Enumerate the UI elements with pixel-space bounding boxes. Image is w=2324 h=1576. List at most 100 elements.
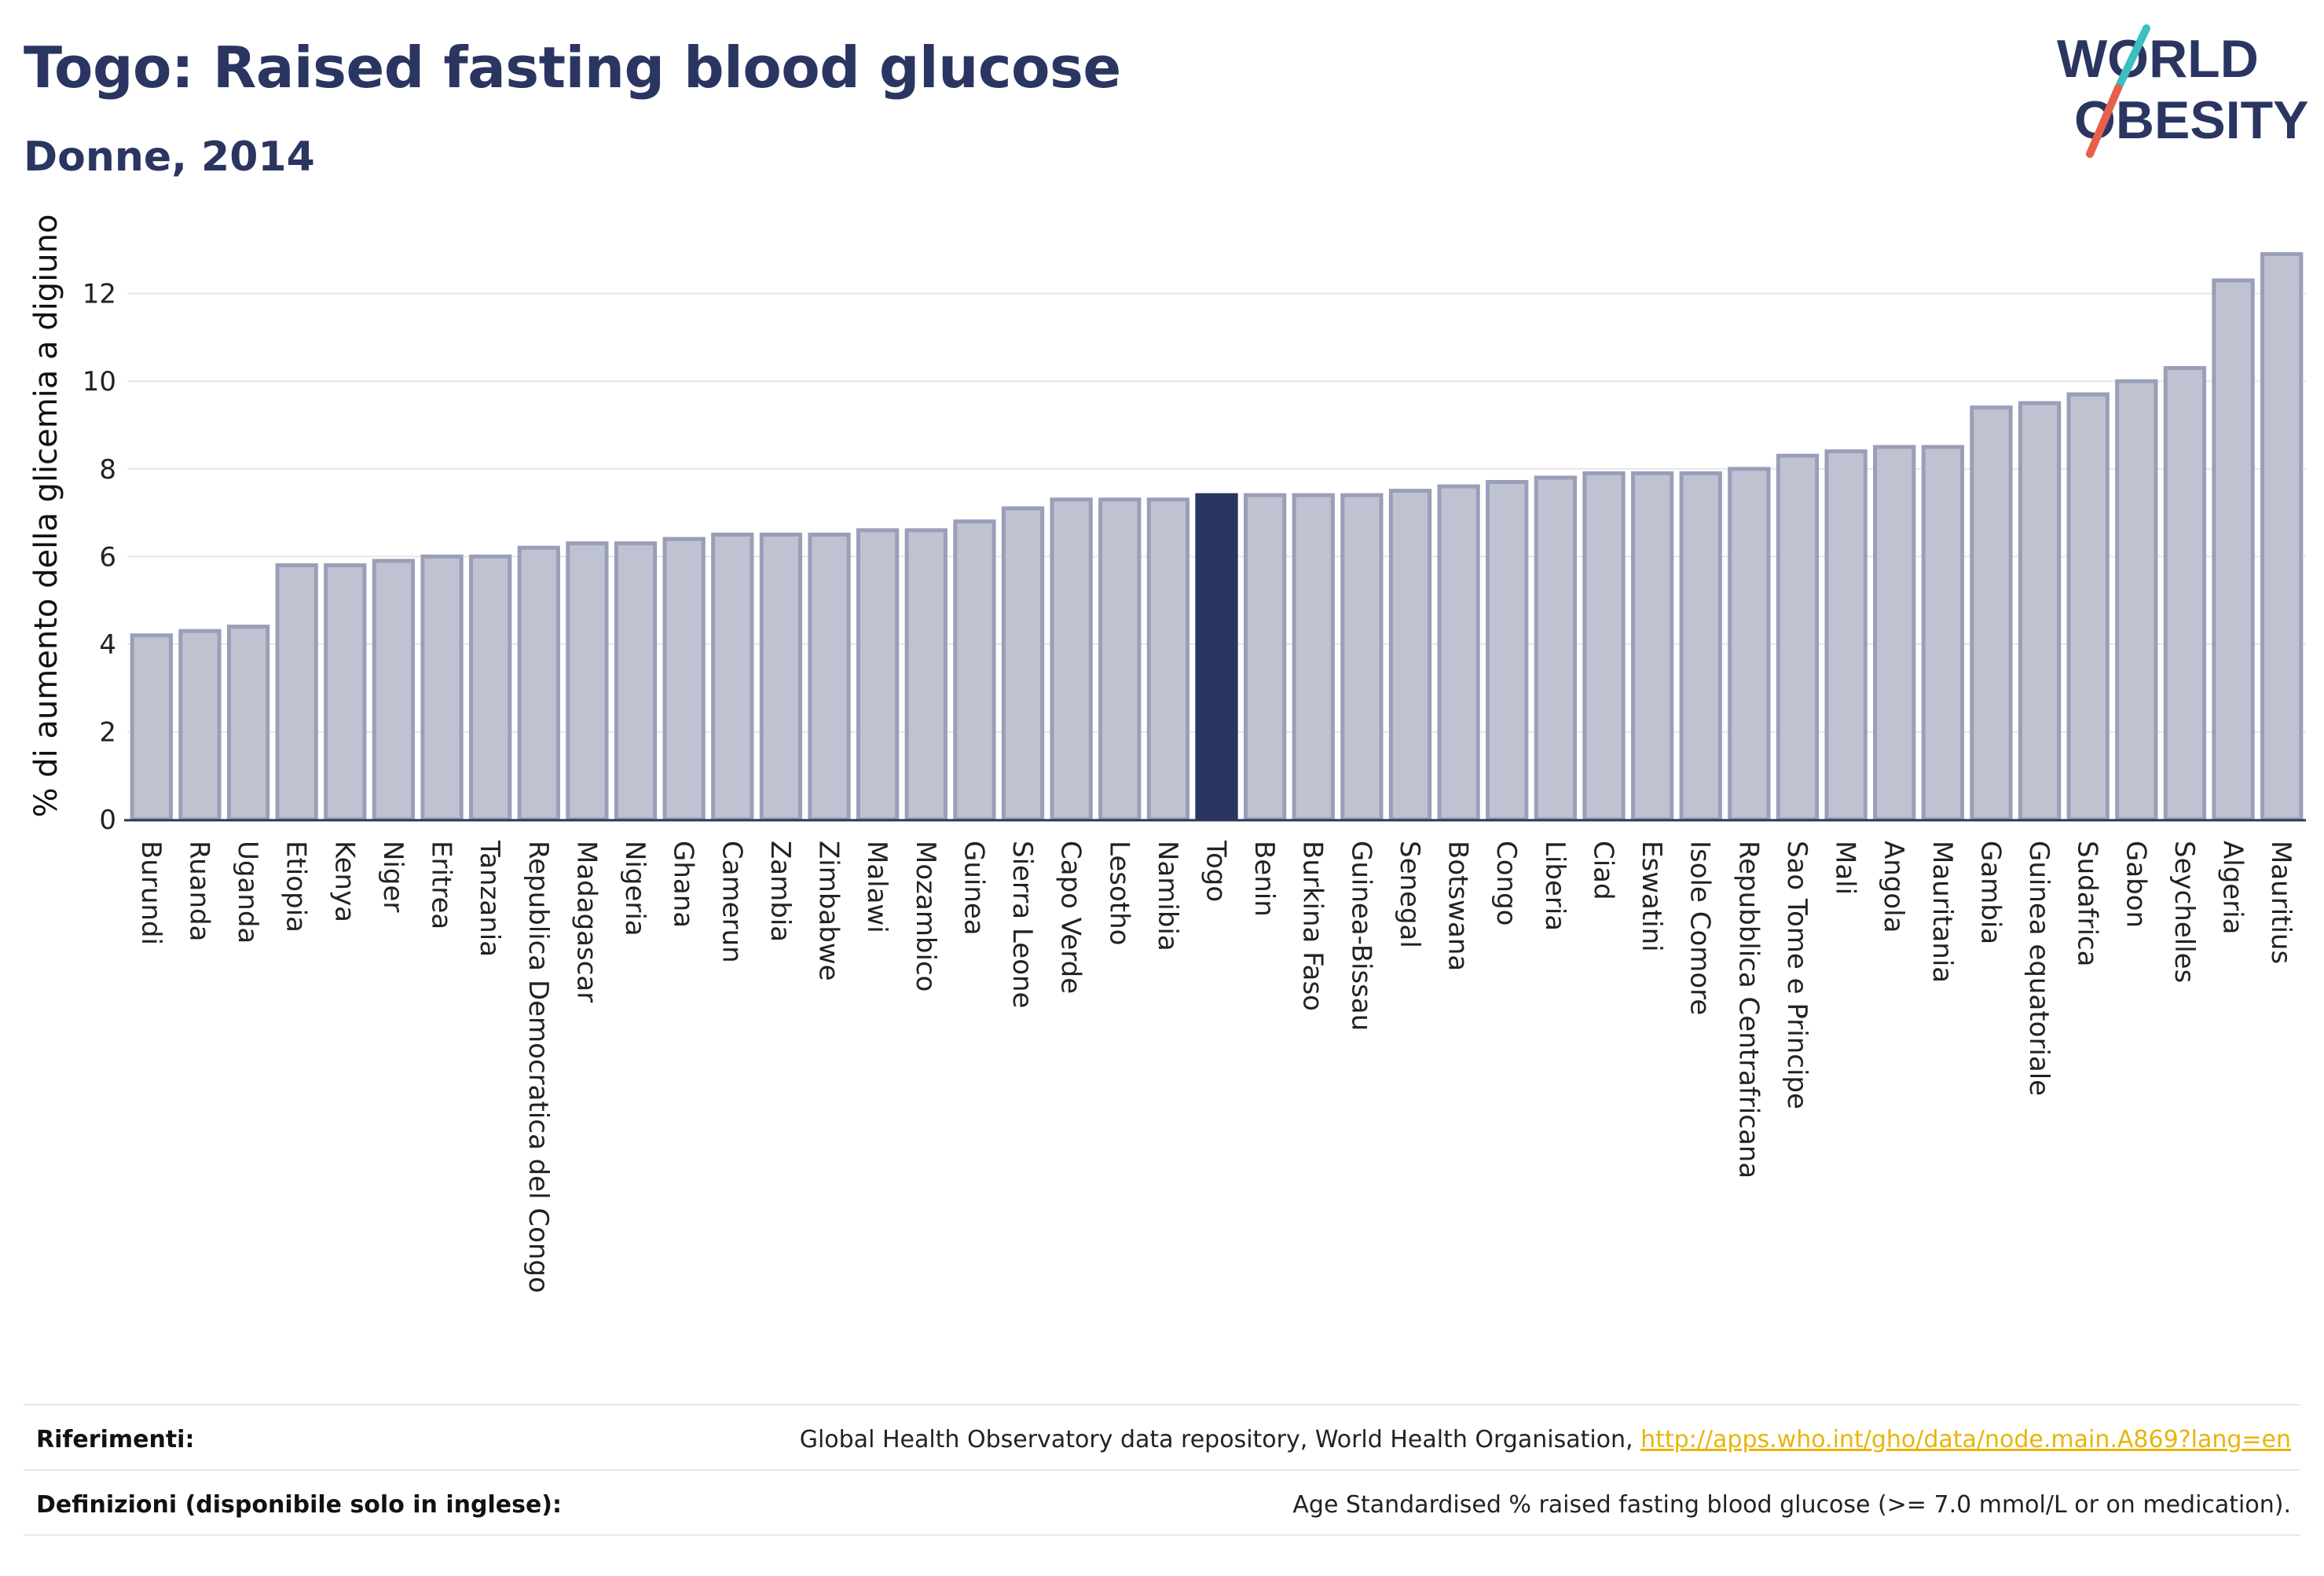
x-tick-label: Togo <box>1200 840 1232 902</box>
x-tick-label: Tanzania <box>474 840 505 957</box>
x-tick-label: Botswana <box>1442 841 1474 971</box>
bar-malawi[interactable] <box>856 528 900 822</box>
bar-gabon[interactable] <box>2115 379 2158 822</box>
bar-capo-verde[interactable] <box>1050 497 1093 822</box>
x-tick-label: Angola <box>1878 841 1909 933</box>
bar-guinea-equatoriale[interactable] <box>2018 401 2062 822</box>
x-tick-label: Sao Tome e Principe <box>1781 841 1813 1109</box>
y-tick-label: 6 <box>99 541 116 573</box>
bar-lesotho[interactable] <box>1098 497 1142 822</box>
bar-gambia[interactable] <box>1970 405 2013 822</box>
x-tick-label: Algeria <box>2217 841 2249 934</box>
bar-kenya[interactable] <box>324 563 367 822</box>
x-tick-label: Guinea-Bissau <box>1345 841 1376 1031</box>
x-tick-label: Kenya <box>328 841 360 922</box>
bar-ciad[interactable] <box>1582 471 1626 822</box>
x-tick-label: Malawi <box>861 841 893 933</box>
bar-mali[interactable] <box>1824 449 1868 822</box>
references-value: Global Health Observatory data repositor… <box>800 1426 2291 1453</box>
x-tick-label: Senegal <box>1394 841 1425 948</box>
x-tick-label: Republica Democratica del Congo <box>522 841 554 1293</box>
bar-guinea[interactable] <box>953 519 996 822</box>
bar-sudafrica[interactable] <box>2066 392 2110 822</box>
bar-seychelles[interactable] <box>2163 365 2207 822</box>
x-tick-label: Seychelles <box>2168 841 2200 983</box>
y-tick-labels: 0 2 4 6 8 10 12 <box>82 279 116 836</box>
bar-madagascar[interactable] <box>566 541 609 822</box>
y-tick-label: 2 <box>99 717 116 748</box>
footer-divider-bottom <box>24 1534 2300 1536</box>
bar-liberia[interactable] <box>1534 475 1578 822</box>
footer-divider-middle <box>24 1469 2300 1471</box>
bar-etiopia[interactable] <box>275 563 318 822</box>
bar-nigeria[interactable] <box>614 541 658 822</box>
bar-ruanda[interactable] <box>178 629 222 822</box>
bar-burkina-faso[interactable] <box>1292 493 1335 822</box>
bar-botswana[interactable] <box>1437 484 1480 822</box>
x-tick-label: Madagascar <box>570 841 602 1002</box>
x-tick-label: Burundi <box>135 841 167 945</box>
x-tick-label: Mauritania <box>1926 841 1958 983</box>
footer-divider-top <box>24 1404 2300 1406</box>
bar-ghana[interactable] <box>662 537 706 822</box>
x-tick-label: Capo Verde <box>1055 841 1087 994</box>
bar-camerun[interactable] <box>711 532 754 822</box>
bar-mozambico[interactable] <box>904 528 948 822</box>
x-tick-label: Sudafrica <box>2072 841 2103 966</box>
x-tick-label: Guinea <box>958 841 989 936</box>
x-tick-label: Camerun <box>716 841 747 963</box>
bar-benin[interactable] <box>1243 493 1287 822</box>
bar-eswatini[interactable] <box>1630 471 1674 822</box>
x-tick-label: Sierra Leone <box>1006 841 1038 1008</box>
bar-burundi[interactable] <box>130 633 173 822</box>
bar-isole-comore[interactable] <box>1679 471 1722 822</box>
bar-zimbabwe[interactable] <box>808 532 851 822</box>
y-tick-label: 12 <box>82 279 116 310</box>
x-tick-label: Burkina Faso <box>1297 841 1329 1011</box>
x-tick-label: Mauritius <box>2265 841 2297 964</box>
bar-eritrea[interactable] <box>420 554 464 822</box>
references-link[interactable]: http://apps.who.int/gho/data/node.main.A… <box>1640 1426 2291 1453</box>
bar-angola[interactable] <box>1873 445 1916 822</box>
y-tick-label: 8 <box>99 454 116 486</box>
bar-niger[interactable] <box>372 559 416 822</box>
x-tick-label: Eswatini <box>1636 841 1667 952</box>
x-tick-label: Isole Comore <box>1684 841 1716 1015</box>
bar-uganda[interactable] <box>226 625 270 822</box>
bar-chart: 0 2 4 6 8 10 12 Burundi Ruanda Uganda Etiopia Keny… <box>28 214 2306 1293</box>
bar-algeria[interactable] <box>2212 278 2255 822</box>
x-tick-label: Congo <box>1490 841 1522 925</box>
x-tick-label: Gambia <box>1974 841 2006 944</box>
x-tick-label: Ruanda <box>183 841 214 941</box>
x-tick-label: Gabon <box>2120 841 2151 928</box>
world-obesity-logo: WORLD OBESITY <box>2057 24 2309 158</box>
bar-republica-democratica-del-congo[interactable] <box>517 545 560 822</box>
chart-title: Togo: Raised fasting blood glucose <box>24 35 1121 101</box>
x-tick-label: Nigeria <box>619 841 651 936</box>
bar-sierra-leone[interactable] <box>1001 506 1045 822</box>
bar-sao-tome-e-principe[interactable] <box>1776 453 1820 822</box>
x-tick-label: Niger <box>377 841 409 912</box>
x-tick-label: Benin <box>1248 841 1280 917</box>
bar-congo[interactable] <box>1486 480 1529 822</box>
bar-togo[interactable] <box>1195 493 1238 822</box>
bar-repubblica-centrafricana[interactable] <box>1728 467 1771 822</box>
bar-mauritania[interactable] <box>1921 445 1964 822</box>
bar-senegal[interactable] <box>1388 489 1432 822</box>
x-tick-label: Etiopia <box>280 841 312 933</box>
x-tick-label: Namibia <box>1152 841 1183 951</box>
bar-tanzania[interactable] <box>469 554 512 822</box>
logo-slash-teal <box>2114 24 2150 92</box>
bar-guinea-bissau[interactable] <box>1340 493 1384 822</box>
y-axis-label: % di aumento della glicemia a digiuno <box>28 214 64 818</box>
x-tick-label: Guinea equatoriale <box>2023 841 2055 1096</box>
references-text: Global Health Observatory data repositor… <box>799 1426 1633 1453</box>
x-tick-label: Mali <box>1830 841 1861 895</box>
bar-zambia[interactable] <box>759 532 803 822</box>
bar-namibia[interactable] <box>1146 497 1190 822</box>
x-tick-label: Ciad <box>1587 841 1618 900</box>
y-tick-label: 10 <box>82 366 116 398</box>
logo-text-world: WORLD <box>2057 29 2259 89</box>
bar-mauritius[interactable] <box>2260 251 2304 822</box>
y-tick-label: 4 <box>99 629 116 661</box>
